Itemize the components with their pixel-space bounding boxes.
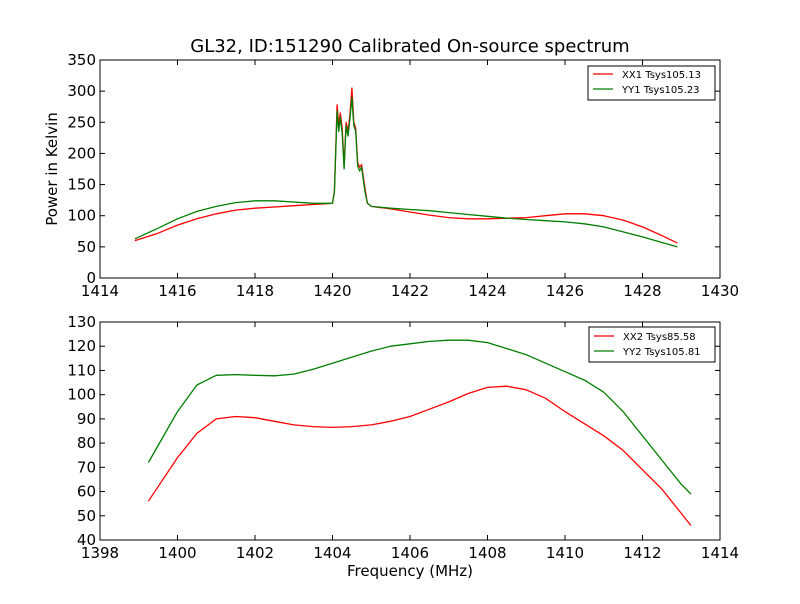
top-y-tick-label: 350 — [67, 51, 96, 69]
top-x-tick-label: 1422 — [391, 282, 429, 300]
top-y-axis-label: Power in Kelvin — [43, 112, 61, 226]
top-series-line-xx1 — [134, 87, 678, 244]
top-y-tick-label: 150 — [67, 176, 96, 194]
top-y-tick-label: 250 — [67, 113, 96, 131]
top-y-tick-label: 100 — [67, 207, 96, 225]
bottom-y-tick-label: 40 — [77, 531, 96, 549]
top-plot-series — [134, 87, 678, 248]
bottom-legend-label-xx2: XX2 Tsys85.58 — [623, 332, 696, 343]
top-x-tick-label: 1420 — [313, 282, 351, 300]
bottom-y-tick-label: 120 — [67, 337, 96, 355]
top-y-tick-label: 50 — [77, 238, 96, 256]
top-legend-box — [587, 65, 716, 101]
bottom-series-line-xx2 — [147, 385, 692, 526]
bottom-x-tick-label: 1412 — [623, 544, 661, 562]
chart-title: GL32, ID:151290 Calibrated On-source spe… — [190, 36, 629, 57]
bottom-x-tick-label: 1410 — [546, 544, 584, 562]
bottom-y-tick-label: 100 — [67, 386, 96, 404]
top-y-tick-label: 300 — [67, 82, 96, 100]
bottom-plot-series — [147, 339, 692, 526]
bottom-legend-box — [588, 326, 716, 363]
bottom-y-tick-label: 60 — [77, 483, 96, 501]
bottom-x-tick-label: 1408 — [468, 544, 506, 562]
bottom-x-tick-label: 1404 — [313, 544, 351, 562]
bottom-x-tick-label: 1414 — [701, 544, 739, 562]
top-legend-label-xx1: XX1 Tsys105.13 — [622, 70, 701, 81]
top-series-line-yy1 — [134, 96, 678, 248]
top-legend-label-yy1: YY1 Tsys105.23 — [621, 85, 700, 96]
bottom-x-tick-label: 1398 — [81, 544, 119, 562]
bottom-y-tick-label: 80 — [77, 434, 96, 452]
bottom-legend: XX2 Tsys85.58 YY2 Tsys105.81 — [588, 326, 716, 363]
top-x-tick-label: 1426 — [546, 282, 584, 300]
top-x-tick-label: 1428 — [623, 282, 661, 300]
bottom-y-tick-label: 130 — [67, 313, 96, 331]
top-x-tick-label: 1414 — [81, 282, 119, 300]
bottom-x-axis-label: Frequency (MHz) — [347, 562, 473, 580]
top-x-tick-label: 1418 — [236, 282, 274, 300]
bottom-x-tick-label: 1402 — [236, 544, 274, 562]
top-y-tick-label: 0 — [86, 269, 96, 287]
top-subplot: 1414 1416 1418 1420 1422 1424 1426 1428 1430 0 50 1… — [43, 51, 739, 300]
bottom-subplot: 1398 1400 1402 1404 1406 1408 1410 1412 1414 40 50… — [67, 313, 739, 580]
bottom-y-tick-label: 50 — [77, 507, 96, 525]
top-axis-ticks: 1414 1416 1418 1420 1422 1424 1426 1428 1430 0 50 1… — [67, 51, 739, 300]
top-x-tick-label: 1430 — [701, 282, 739, 300]
top-x-tick-label: 1416 — [158, 282, 196, 300]
top-y-tick-label: 200 — [67, 144, 96, 162]
bottom-legend-label-yy2: YY2 Tsys105.81 — [622, 347, 701, 358]
bottom-x-tick-label: 1400 — [158, 544, 196, 562]
bottom-series-line-yy2 — [147, 339, 692, 495]
bottom-y-tick-label: 110 — [67, 361, 96, 379]
top-legend: XX1 Tsys105.13 YY1 Tsys105.23 — [587, 65, 716, 101]
bottom-axis-ticks: 1398 1400 1402 1404 1406 1408 1410 1412 1414 40 50… — [67, 313, 739, 562]
bottom-y-tick-label: 90 — [77, 410, 96, 428]
bottom-x-tick-label: 1406 — [391, 544, 429, 562]
bottom-y-tick-label: 70 — [77, 458, 96, 476]
top-x-tick-label: 1424 — [468, 282, 506, 300]
